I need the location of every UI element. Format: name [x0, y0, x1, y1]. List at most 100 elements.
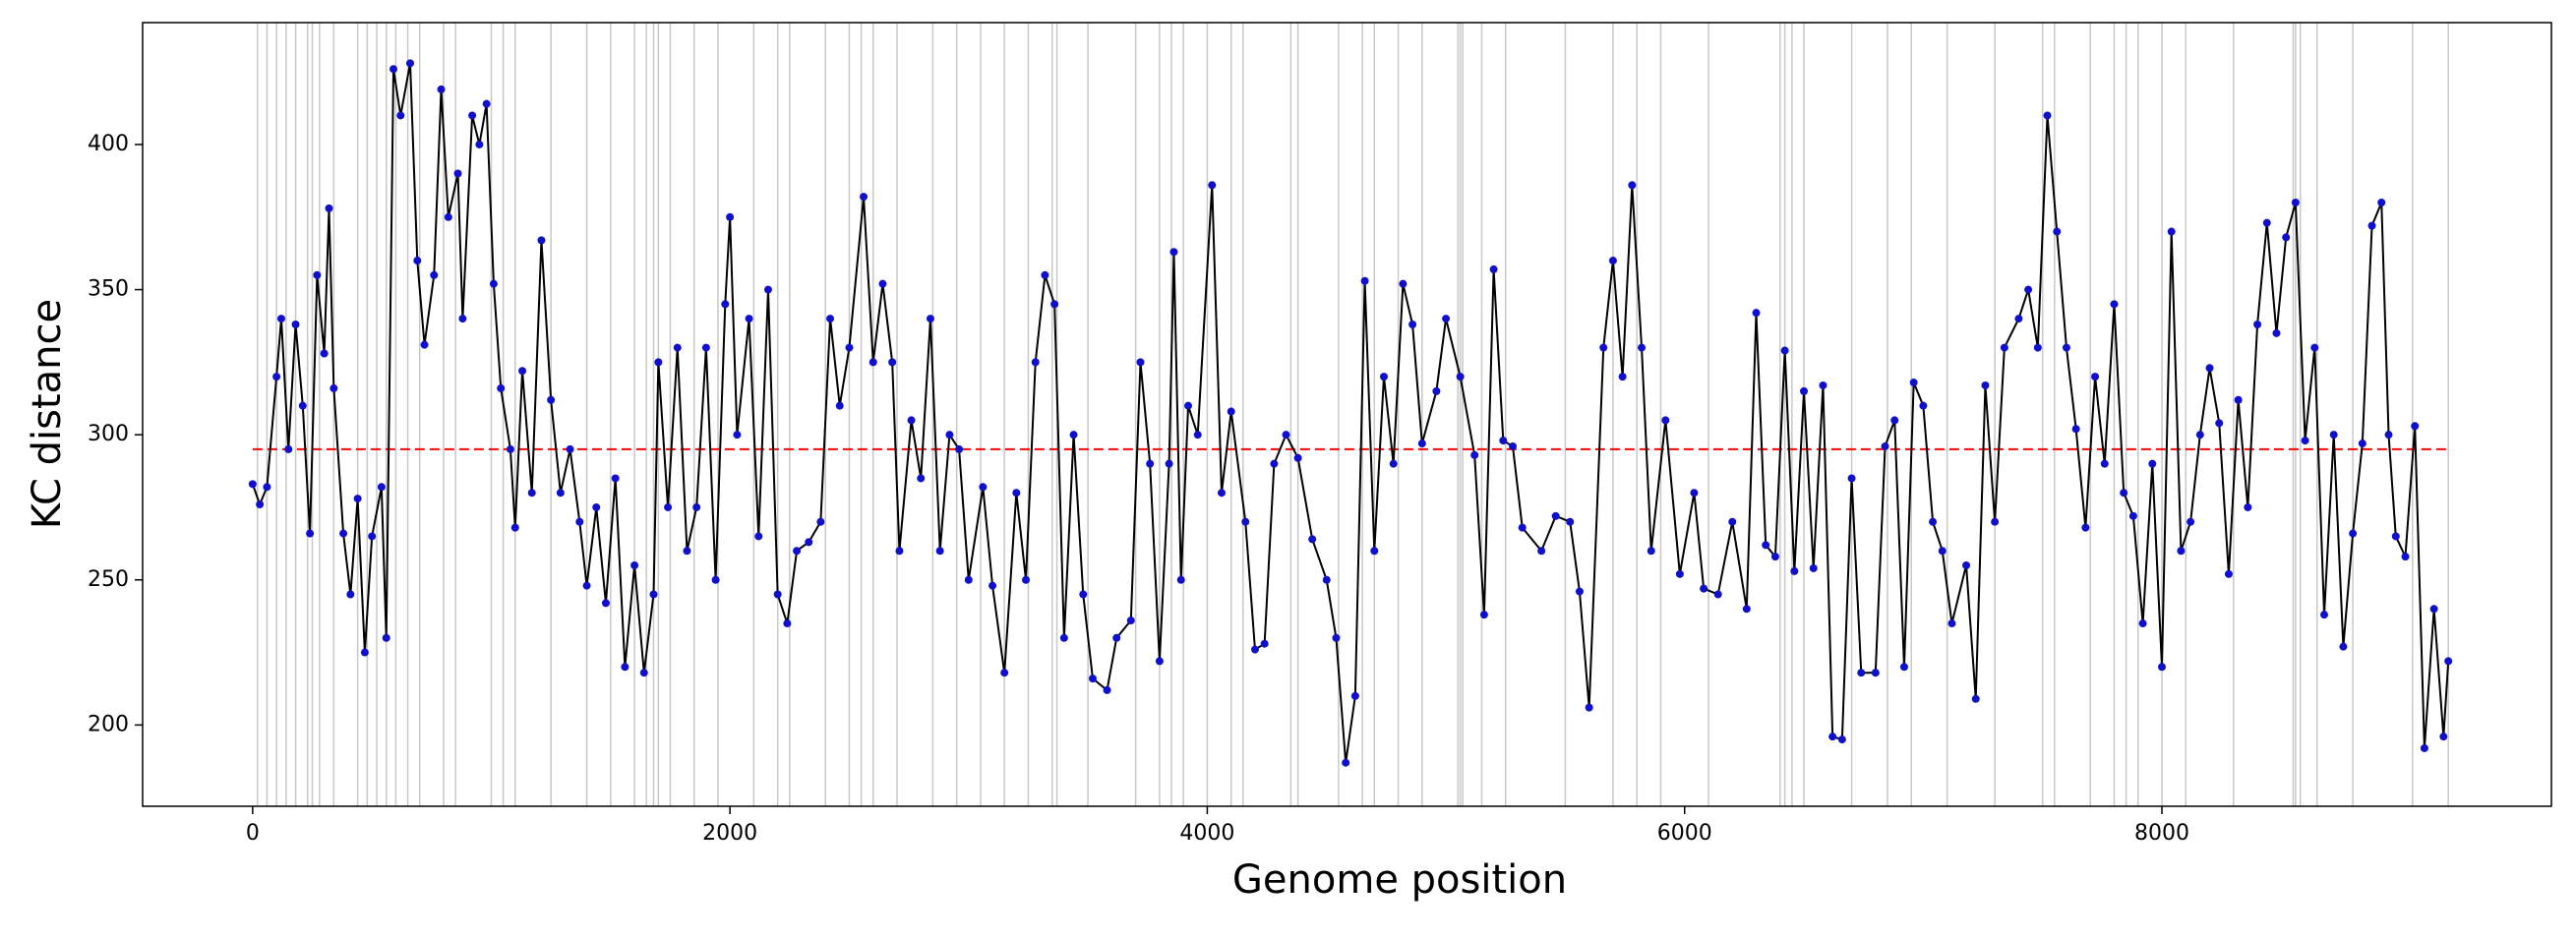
- data-point: [1537, 547, 1546, 556]
- data-point: [1742, 605, 1751, 614]
- data-point: [793, 547, 802, 556]
- data-point: [888, 358, 897, 367]
- data-point: [547, 395, 556, 404]
- data-point: [2411, 422, 2420, 431]
- data-point: [482, 99, 491, 108]
- data-point: [1728, 517, 1737, 526]
- data-point: [845, 343, 854, 352]
- data-point: [2000, 343, 2008, 352]
- data-point: [826, 315, 835, 323]
- data-point: [2301, 437, 2309, 445]
- data-point: [453, 169, 462, 178]
- data-point: [2224, 569, 2233, 578]
- series-line: [251, 63, 2450, 763]
- data-point: [664, 502, 673, 511]
- data-point: [1638, 343, 1647, 352]
- data-point: [1962, 560, 1971, 569]
- data-point: [2234, 395, 2243, 404]
- data-point: [1713, 590, 1722, 599]
- data-point: [1155, 657, 1164, 666]
- data-point: [2043, 111, 2052, 120]
- data-point: [878, 279, 887, 288]
- data-point: [1208, 181, 1217, 190]
- data-point: [248, 480, 257, 489]
- data-point: [1350, 691, 1359, 700]
- data-point: [654, 358, 663, 367]
- data-point: [988, 581, 997, 590]
- data-point: [1890, 416, 1899, 425]
- data-point: [2349, 529, 2358, 538]
- data-point: [1456, 373, 1465, 381]
- data-point: [2033, 343, 2042, 352]
- data-point: [1819, 381, 1827, 389]
- data-point: [1293, 453, 1302, 462]
- data-point: [926, 315, 934, 323]
- data-point: [1499, 437, 1508, 445]
- data-point: [2148, 459, 2157, 468]
- data-point: [2053, 227, 2062, 236]
- data-point: [2253, 320, 2262, 328]
- data-point: [1675, 569, 1684, 578]
- data-point: [518, 367, 527, 376]
- data-point: [1193, 431, 1202, 440]
- data-point: [1270, 459, 1279, 468]
- data-point: [1379, 373, 1388, 381]
- data-point: [1126, 616, 1135, 625]
- x-tick-label: 8000: [2134, 821, 2189, 846]
- data-point: [1770, 553, 1779, 561]
- data-point: [2195, 431, 2204, 440]
- data-point: [346, 590, 355, 599]
- x-tick-label: 2000: [702, 821, 757, 846]
- data-point: [1165, 459, 1173, 468]
- data-point: [1551, 511, 1560, 520]
- data-point: [2358, 440, 2366, 448]
- data-point: [683, 547, 691, 556]
- data-point: [284, 444, 293, 453]
- data-point: [601, 599, 610, 608]
- data-point: [1432, 386, 1441, 395]
- data-point: [1227, 407, 1235, 416]
- data-point: [1408, 320, 1417, 328]
- data-point: [256, 500, 265, 509]
- data-point: [1661, 416, 1670, 425]
- data-point: [1800, 386, 1809, 395]
- data-point: [1000, 669, 1009, 677]
- data-point: [2081, 523, 2090, 532]
- data-point: [1518, 523, 1527, 532]
- y-tick-label: 200: [88, 712, 129, 736]
- data-point: [1575, 587, 1584, 596]
- data-point: [2158, 663, 2167, 672]
- data-point: [2215, 419, 2224, 428]
- data-point: [1790, 566, 1799, 575]
- data-point: [437, 85, 446, 93]
- data-point: [497, 383, 506, 392]
- data-point: [1059, 633, 1068, 642]
- data-point: [783, 619, 792, 628]
- data-point: [1176, 575, 1185, 584]
- data-point: [276, 315, 285, 323]
- data-point: [339, 529, 348, 538]
- data-point: [368, 532, 377, 541]
- data-point: [2167, 227, 2176, 236]
- data-point: [377, 483, 386, 492]
- data-point: [444, 212, 452, 221]
- data-point: [2384, 431, 2393, 440]
- data-point: [1647, 547, 1655, 556]
- data-point: [2310, 343, 2319, 352]
- data-point: [2177, 547, 2186, 556]
- data-point: [566, 444, 574, 453]
- data-point: [1308, 535, 1317, 544]
- data-point: [489, 279, 498, 288]
- plot-frame: [142, 22, 2552, 807]
- data-point: [630, 560, 639, 569]
- data-point: [263, 483, 271, 492]
- data-point: [611, 474, 620, 483]
- data-point: [1069, 431, 1078, 440]
- data-point: [458, 315, 467, 323]
- data-point: [2024, 285, 2033, 294]
- data-point: [733, 431, 742, 440]
- x-tick-label: 0: [246, 821, 260, 846]
- data-point: [754, 532, 763, 541]
- data-point: [2282, 233, 2291, 242]
